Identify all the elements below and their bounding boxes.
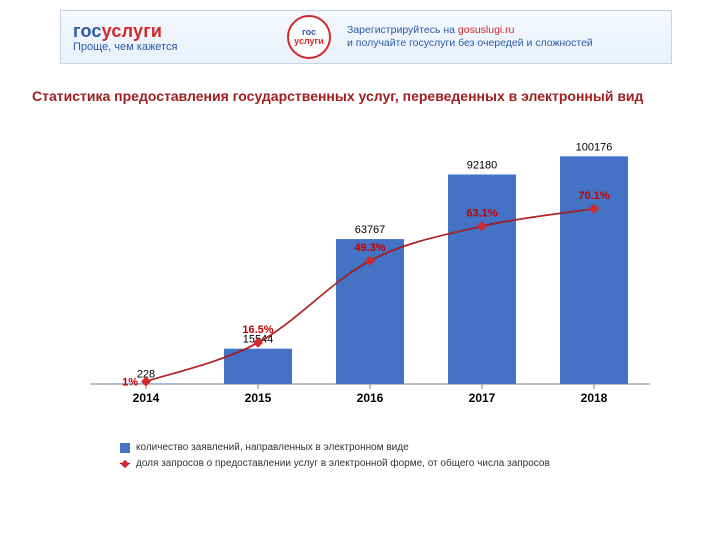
bar-value-label: 63767 (355, 224, 386, 236)
banner-promo-text: Зарегистрируйтесь на gosuslugi.ru и полу… (337, 20, 671, 54)
promo-link: gosuslugi.ru (458, 24, 515, 36)
logo-tagline: Проще, чем кажется (73, 41, 269, 53)
bar-value-label: 92180 (467, 160, 498, 172)
x-axis-label: 2017 (469, 391, 496, 405)
line-value-label: 63.1% (466, 207, 497, 219)
legend-label-2: доля запросов о предоставлении услуг в э… (136, 456, 550, 472)
badge-bottom: услуги (294, 37, 324, 46)
circle-badge-icon: гос услуги (287, 15, 331, 59)
legend-item-bars: количество заявлений, направленных в эле… (120, 440, 550, 456)
chart-area: 2282014155442015637672016921802017100176… (50, 124, 670, 424)
line-value-label: 1% (122, 377, 138, 389)
combo-chart: 2282014155442015637672016921802017100176… (50, 124, 670, 424)
line-value-label: 70.1% (578, 190, 609, 202)
legend-label-1: количество заявлений, направленных в эле… (136, 440, 409, 456)
promo-post: и получайте госуслуги без очередей и сло… (347, 37, 593, 49)
line-value-label: 16.5% (242, 324, 273, 336)
logo-part-uslugi: услуги (102, 21, 163, 41)
diamond-icon (120, 459, 130, 469)
gosuslugi-logo: госуслуги (73, 21, 269, 42)
circle-badge: гос услуги (281, 15, 337, 59)
bar-value-label: 100176 (576, 141, 613, 153)
x-axis-label: 2014 (133, 391, 160, 405)
bar (448, 175, 516, 385)
line-value-label: 49.3% (354, 242, 385, 254)
promo-pre: Зарегистрируйтесь на (347, 24, 458, 36)
banner-logo-block: госуслуги Проще, чем кажется (61, 17, 281, 57)
logo-part-gos: гос (73, 21, 102, 41)
chart-title: Статистика предоставления государственны… (32, 88, 688, 104)
x-axis-label: 2015 (245, 391, 272, 405)
x-axis-label: 2016 (357, 391, 384, 405)
legend-item-line: доля запросов о предоставлении услуг в э… (120, 456, 550, 472)
promo-banner: госуслуги Проще, чем кажется гос услуги … (60, 10, 672, 64)
legend: количество заявлений, направленных в эле… (120, 440, 550, 472)
x-axis-label: 2018 (581, 391, 608, 405)
square-icon (120, 443, 130, 453)
